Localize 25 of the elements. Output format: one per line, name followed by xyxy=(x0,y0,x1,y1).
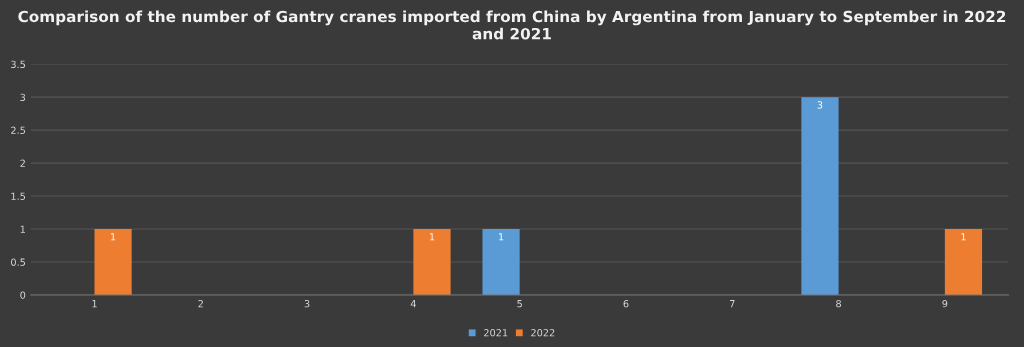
y-tick-label: 3.5 xyxy=(11,60,26,69)
x-tick-label: 4 xyxy=(410,300,416,308)
x-tick-label: 2 xyxy=(198,299,203,308)
y-tick-label: 2 xyxy=(20,159,25,167)
x-tick-label: 8 xyxy=(836,299,841,308)
x-tick-label: 6 xyxy=(623,299,629,308)
data-label: 1 xyxy=(961,233,966,241)
chart-title: Comparison of the number of Gantry cranes imported from China by Argentina from January to September in 2022 and 2021 xyxy=(18,10,1006,40)
data-label: 1 xyxy=(111,233,116,241)
y-tick-label: 1.5 xyxy=(11,192,26,200)
x-tick-label: 3 xyxy=(304,299,310,308)
legend-label: 2022 xyxy=(531,329,555,337)
y-tick-label: 0 xyxy=(20,291,26,299)
x-tick-label: 9 xyxy=(942,299,948,308)
y-tick-label: 3 xyxy=(20,93,26,101)
data-label: 3 xyxy=(817,101,823,109)
y-tick-label: 1 xyxy=(20,225,25,233)
y-tick-label: 2.5 xyxy=(11,126,26,134)
y-tick-label: 0.5 xyxy=(11,258,26,266)
x-tick-label: 7 xyxy=(729,300,735,308)
x-tick-label: 1 xyxy=(92,300,97,308)
x-tick-label: 5 xyxy=(517,300,522,308)
legend-label: 2021 xyxy=(484,329,508,337)
data-label: 1 xyxy=(499,233,504,241)
data-label: 1 xyxy=(429,233,435,241)
